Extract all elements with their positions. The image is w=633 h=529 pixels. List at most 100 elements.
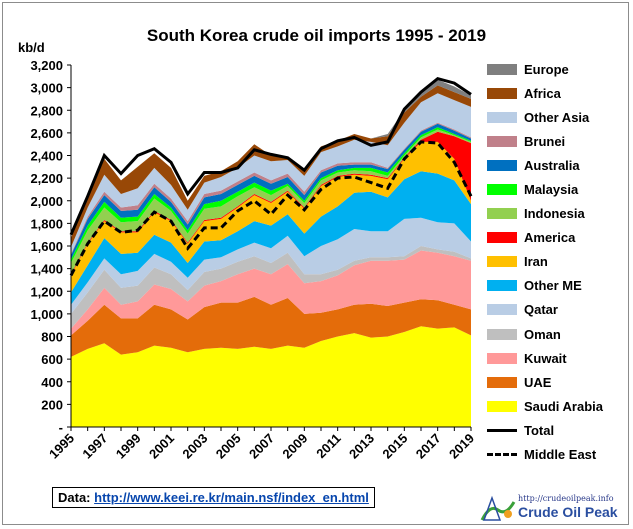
y-tick-label: -	[59, 420, 63, 435]
y-tick-label: 1,800	[30, 216, 63, 231]
legend-item-iran: Iran	[487, 250, 627, 274]
legend-swatch	[487, 256, 517, 268]
oil-derrick-icon	[480, 495, 516, 521]
chart-frame	[2, 2, 629, 525]
source-link[interactable]: http://www.keei.re.kr/main.nsf/index_en.…	[94, 490, 369, 505]
x-tick-label: 2013	[346, 431, 377, 462]
legend-swatch	[487, 376, 517, 388]
y-tick-label: 1,600	[30, 239, 63, 254]
y-tick-label: 1,000	[30, 307, 63, 322]
x-tick-label: 2009	[279, 431, 310, 462]
y-tick-label: 2,200	[30, 171, 63, 186]
line-middle-east	[69, 140, 473, 277]
x-tick-label: 2017	[413, 431, 444, 462]
stacked-areas	[71, 79, 471, 427]
legend-swatch	[487, 184, 517, 196]
legend-item-america: America	[487, 226, 627, 250]
legend-label: Australia	[524, 157, 580, 173]
area-other-me	[71, 171, 471, 305]
area-malaysia	[71, 127, 471, 263]
legend-swatch	[487, 232, 517, 244]
area-australia	[71, 123, 471, 260]
line-total	[69, 76, 472, 236]
area-oman	[71, 246, 471, 329]
x-tick-label: 2005	[213, 431, 244, 462]
x-tick-label: 1999	[113, 431, 144, 462]
legend-label: Total	[524, 422, 555, 438]
legend-swatch	[487, 352, 517, 364]
y-tick-label: 2,000	[30, 194, 63, 209]
legend-label: Malaysia	[524, 182, 579, 198]
y-axis-unit-label: kb/d	[18, 40, 45, 55]
data-source: Data: http://www.keei.re.kr/main.nsf/ind…	[52, 487, 375, 508]
legend-item-europe: Europe	[487, 57, 627, 81]
legend-item-uae: UAE	[487, 370, 627, 394]
legend-item-total: Total	[487, 418, 627, 442]
chart-title: South Korea crude oil imports 1995 - 201…	[146, 26, 487, 45]
legend-label: Qatar	[524, 302, 558, 318]
area-other-asia	[71, 93, 471, 254]
crude-oil-peak-logo: http://crudeoilpeak.info Crude Oil Peak	[478, 494, 628, 522]
area-saudi-arabia	[71, 326, 471, 427]
legend-label: Saudi Arabia	[524, 398, 603, 414]
x-tick-label: 2007	[246, 431, 277, 462]
legend-label: Iran	[524, 254, 548, 270]
area-africa	[71, 85, 471, 248]
x-tick-label: 2003	[179, 431, 210, 462]
source-label: Data:	[58, 490, 95, 505]
legend-item-saudi-arabia: Saudi Arabia	[487, 394, 627, 418]
legend-label: Brunei	[524, 133, 566, 149]
legend-swatch	[487, 453, 517, 457]
y-tick-label: 1,200	[30, 284, 63, 299]
legend-swatch	[487, 400, 517, 412]
overlay-lines	[69, 76, 473, 277]
legend-label: UAE	[524, 374, 552, 390]
logo-name: Crude Oil Peak	[518, 504, 618, 520]
x-tick-label: 2015	[379, 431, 410, 462]
legend-item-africa: Africa	[487, 81, 627, 105]
x-tick-labels: 1995 1997 1999 2001 2003 2005 2007 2009 2011 2013…	[46, 427, 477, 462]
legend-swatch	[487, 304, 517, 316]
area-indonesia	[71, 129, 471, 275]
legend-swatch	[487, 208, 517, 220]
legend-label: Europe	[524, 61, 569, 77]
y-tick-label: 400	[41, 375, 63, 390]
legend-item-indonesia: Indonesia	[487, 202, 627, 226]
y-tick-label: 3,000	[30, 81, 63, 96]
legend-item-malaysia: Malaysia	[487, 177, 627, 201]
y-tick-labels: - 200 400 600 800 1,000 1,200 1,400 1,600 1,800 2,…	[30, 58, 71, 435]
legend-label: Other Asia	[524, 109, 590, 125]
legend-swatch	[487, 280, 517, 292]
y-tick-label: 2,600	[30, 126, 63, 141]
legend-label: Kuwait	[524, 350, 567, 366]
area-iran	[71, 141, 471, 293]
legend-swatch	[487, 135, 517, 147]
y-tick-label: 2,400	[30, 149, 63, 164]
legend-item-other-me: Other ME	[487, 274, 627, 298]
legend-item-brunei: Brunei	[487, 129, 627, 153]
chart-legend: Europe Africa Other Asia Brunei Australia Mal…	[487, 57, 627, 467]
legend-label: Middle East	[524, 447, 597, 463]
x-tick-label: 2001	[146, 431, 177, 462]
legend-swatch	[487, 87, 517, 99]
legend-item-australia: Australia	[487, 153, 627, 177]
legend-item-qatar: Qatar	[487, 298, 627, 322]
legend-swatch	[487, 111, 517, 123]
y-tick-label: 2,800	[30, 103, 63, 118]
y-tick-label: 200	[41, 397, 63, 412]
y-tick-label: 800	[41, 330, 63, 345]
logo-url: http://crudeoilpeak.info	[518, 494, 614, 503]
legend-label: America	[524, 230, 576, 246]
x-tick-label: 2019	[446, 431, 477, 462]
legend-item-kuwait: Kuwait	[487, 346, 627, 370]
x-tick-label: 1995	[46, 431, 77, 462]
legend-item-other-asia: Other Asia	[487, 105, 627, 129]
x-tick-label: 1997	[79, 431, 110, 462]
legend-item-oman: Oman	[487, 322, 627, 346]
legend-swatch	[487, 63, 517, 75]
legend-label: Indonesia	[524, 206, 585, 222]
area-uae	[71, 296, 471, 357]
legend-swatch	[487, 328, 517, 340]
legend-label: Other ME	[524, 278, 582, 294]
